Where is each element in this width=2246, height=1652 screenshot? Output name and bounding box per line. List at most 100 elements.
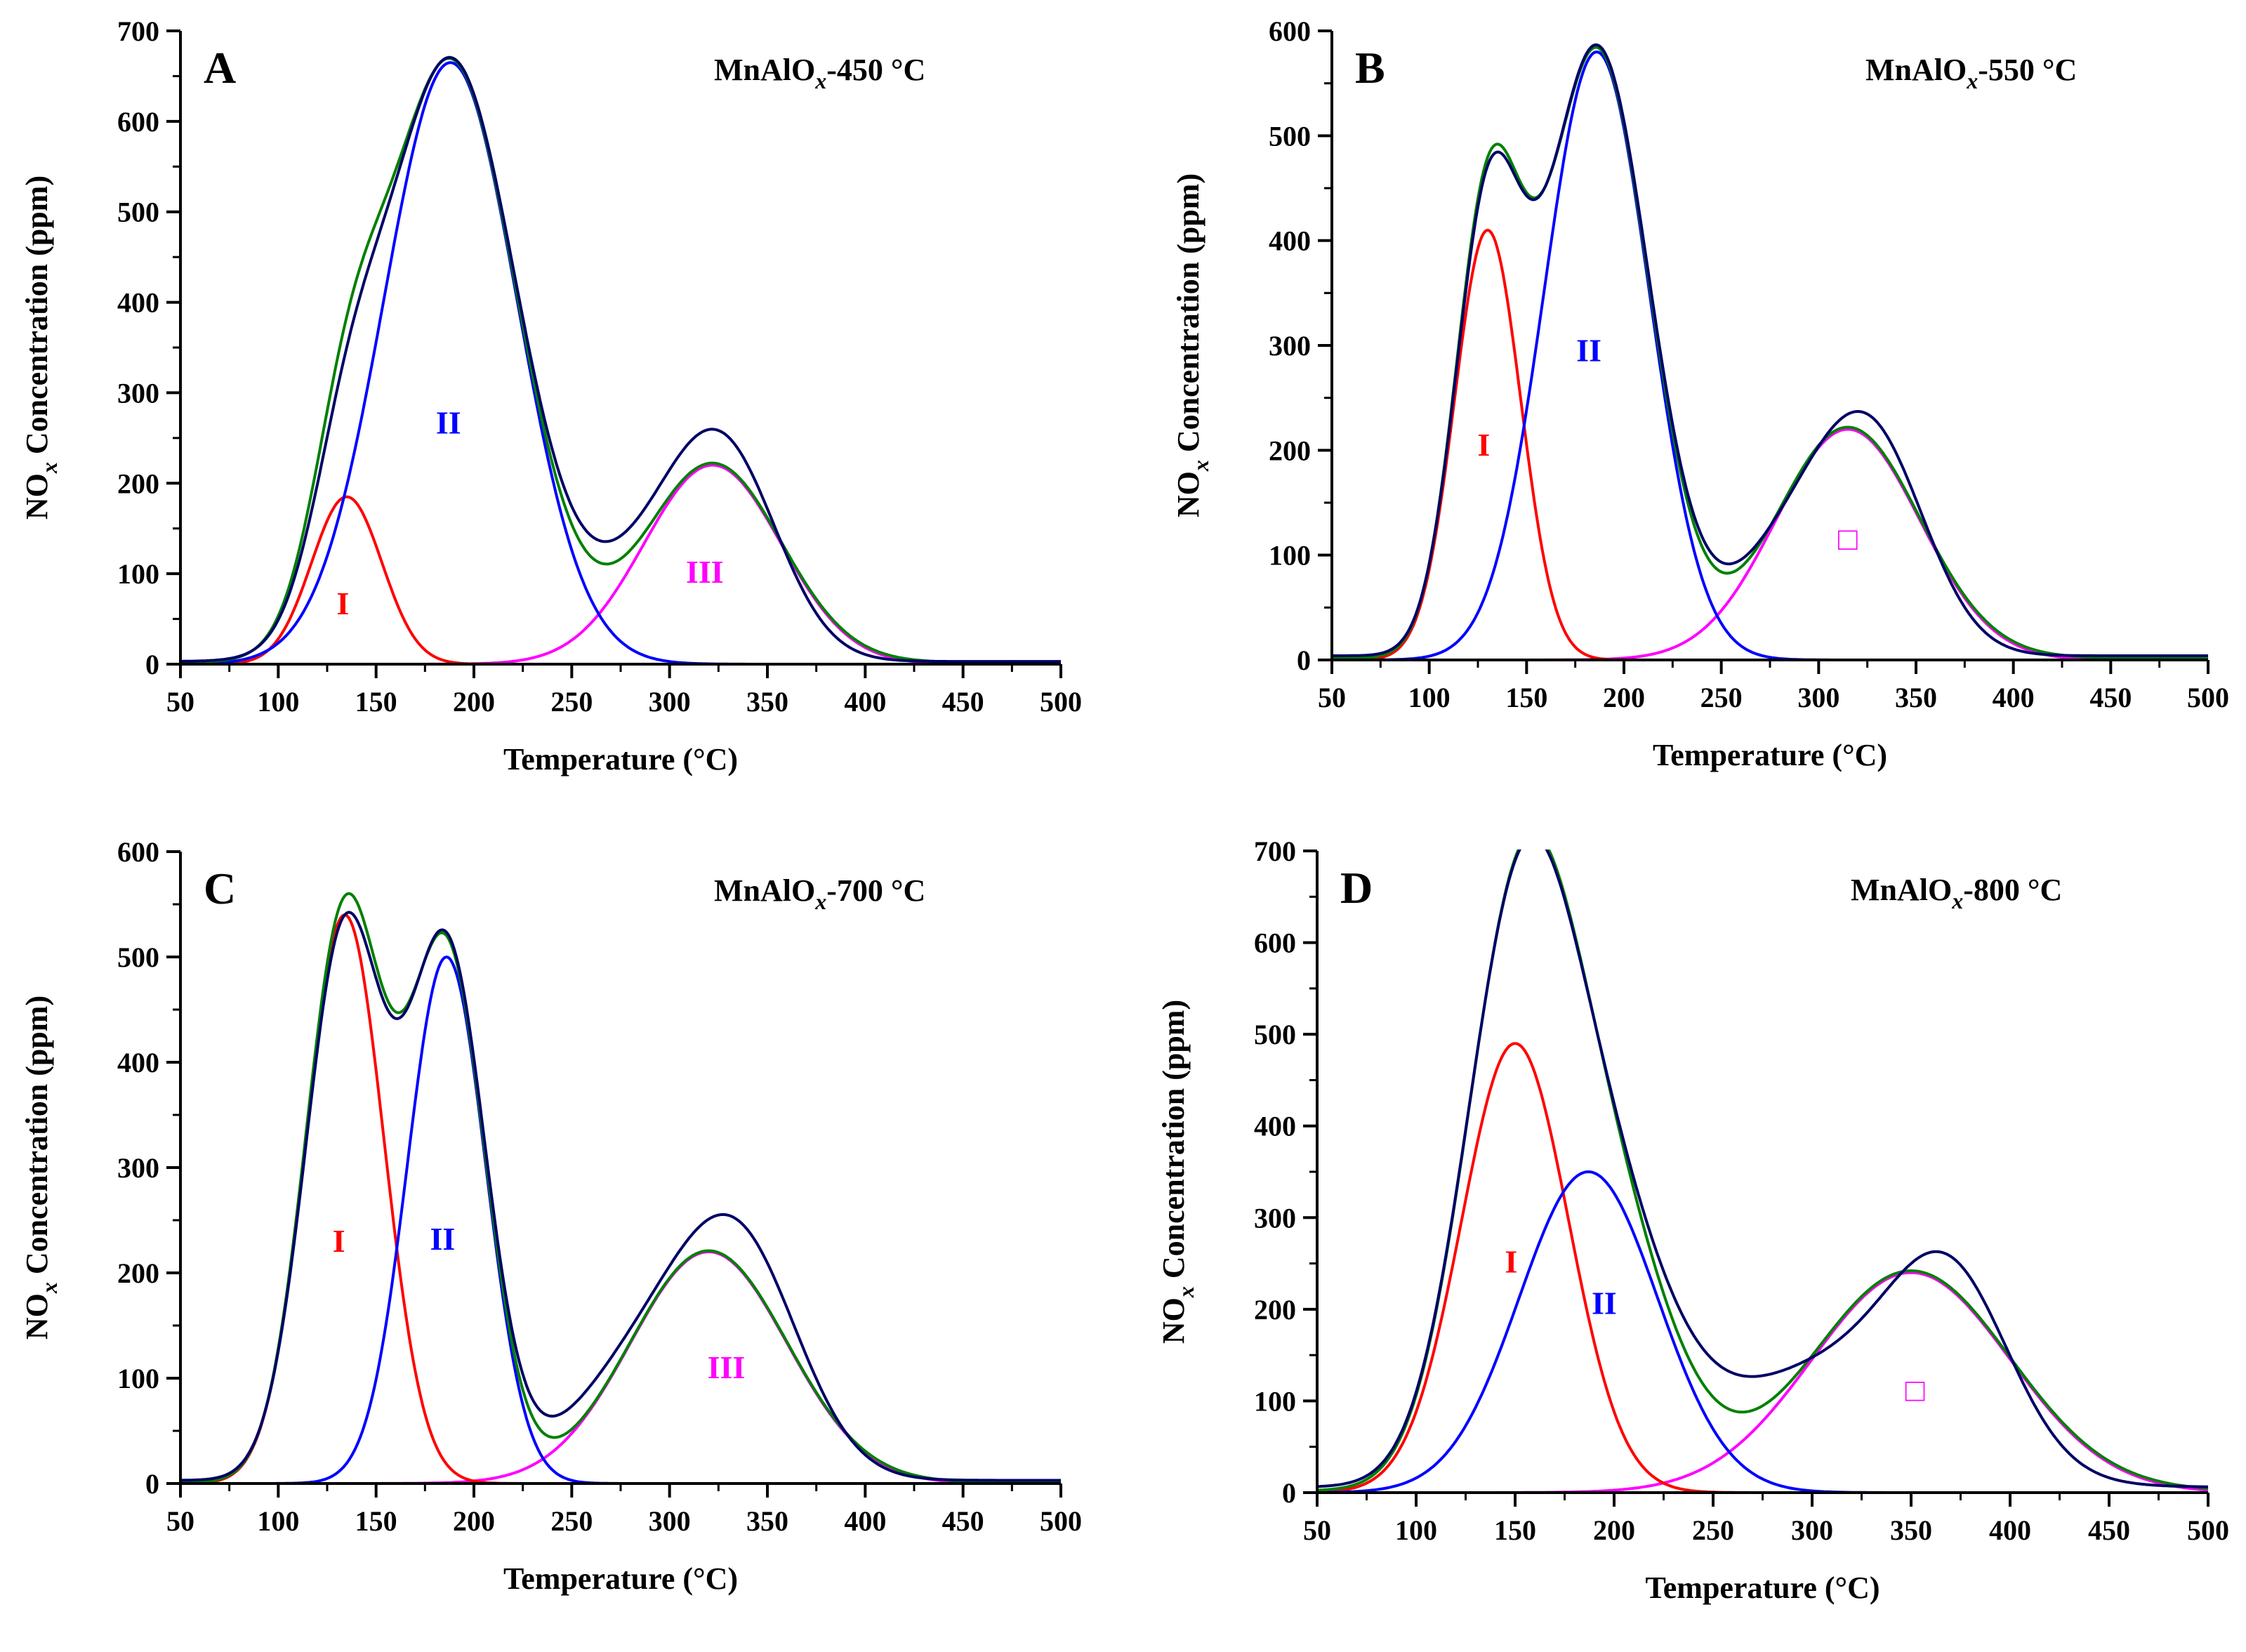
panel-a: 50 100 150 200 250 300 350 400 450 500 0 100 200 300 4… xyxy=(20,15,1082,777)
y-tick-label: 600 xyxy=(1254,927,1296,959)
x-tick-label: 250 xyxy=(1700,682,1743,713)
x-axis-title: Temperature (°C) xyxy=(503,742,738,777)
peak-label-ii: II xyxy=(1576,332,1601,368)
x-tick-label: 150 xyxy=(355,1505,397,1537)
peak-label-ii: II xyxy=(1592,1285,1617,1321)
series-peak-II xyxy=(180,956,1061,1485)
x-tick-label: 450 xyxy=(2089,682,2132,713)
x-tick-label: 300 xyxy=(1791,1514,1833,1546)
y-tick-label: 400 xyxy=(117,287,159,319)
x-tick-label: 500 xyxy=(1040,686,1082,718)
x-tick-label: 100 xyxy=(257,686,299,718)
x-tick-label: 200 xyxy=(1603,682,1645,713)
x-tick-label: 300 xyxy=(649,686,691,718)
y-tick-label: 0 xyxy=(1297,645,1311,676)
x-axis-title: Temperature (°C) xyxy=(1653,738,1887,772)
peak-label-ii: II xyxy=(430,1221,456,1257)
y-axis-title: NOx Concentration (ppm) xyxy=(20,996,62,1340)
series-fit-sum xyxy=(1317,850,2208,1492)
x-tick-label: 250 xyxy=(1692,1514,1734,1546)
curves xyxy=(180,55,1061,666)
y-tick-label: 100 xyxy=(1269,540,1311,571)
x-tick-label: 200 xyxy=(453,686,495,718)
x-tick-label: 100 xyxy=(257,1505,299,1537)
x-tick-label: 450 xyxy=(942,1505,984,1537)
panel-letter: A xyxy=(204,43,236,93)
panel-letter: D xyxy=(1340,863,1373,913)
x-tick-label: 350 xyxy=(746,686,788,718)
x-tick-label: 400 xyxy=(1993,682,2035,713)
x-tick-label: 450 xyxy=(2088,1514,2130,1546)
x-axis-title: Temperature (°C) xyxy=(1645,1571,1880,1605)
x-tick-label: 200 xyxy=(453,1505,495,1537)
peak-label-i: I xyxy=(333,1223,345,1259)
series-fit-sum xyxy=(1332,46,2208,659)
y-tick-label: 200 xyxy=(1254,1294,1296,1326)
series-experimental xyxy=(180,911,1061,1482)
y-tick-label: 500 xyxy=(117,941,159,973)
panel-d: 50 100 150 200 250 300 350 400 450 500 0 100 200 300 4… xyxy=(1156,835,2229,1605)
y-tick-label: 200 xyxy=(117,1257,159,1289)
series-fit-sum xyxy=(180,892,1061,1484)
sample-label: MnAlOx-550 °C xyxy=(1865,53,2077,93)
y-tick-label: 300 xyxy=(117,1152,159,1184)
x-tick-label: 400 xyxy=(844,1505,886,1537)
curves xyxy=(1317,850,2208,1494)
y-tick-label: 400 xyxy=(117,1047,159,1078)
peak-label-i: I xyxy=(1505,1244,1517,1280)
x-tick-label: 350 xyxy=(1895,682,1937,713)
peak-label-i: I xyxy=(336,586,349,621)
panel-letter: B xyxy=(1355,43,1385,93)
y-tick-label: 500 xyxy=(117,197,159,228)
sample-label: MnAlOx-700 °C xyxy=(714,873,925,914)
x-tick-label: 400 xyxy=(1989,1514,2031,1546)
series-experimental xyxy=(1317,850,2208,1488)
peak-label-iii: □ xyxy=(1905,1372,1925,1408)
y-tick-label: 100 xyxy=(1254,1385,1296,1417)
x-tick-label: 300 xyxy=(1797,682,1839,713)
x-tick-label: 350 xyxy=(746,1505,788,1537)
series-experimental xyxy=(1332,43,2208,657)
sample-label: MnAlOx-450 °C xyxy=(714,53,925,93)
series-peak-I xyxy=(180,495,1061,666)
x-axis-title: Temperature (°C) xyxy=(503,1561,738,1596)
y-axis-title: NOx Concentration (ppm) xyxy=(20,176,62,520)
x-tick-label: 150 xyxy=(355,686,397,718)
x-tick-label: 50 xyxy=(166,686,194,718)
series-peak-III xyxy=(180,1250,1061,1485)
x-tick-label: 350 xyxy=(1890,1514,1932,1546)
panel-b: 50 100 150 200 250 300 350 400 450 500 0 100 200 300 4… xyxy=(1171,15,2229,772)
x-tick-label: 150 xyxy=(1494,1514,1536,1546)
x-tick-label: 50 xyxy=(166,1505,194,1537)
y-tick-label: 600 xyxy=(1269,15,1311,47)
y-axis-title: NOx Concentration (ppm) xyxy=(1171,173,1213,517)
x-tick-label: 500 xyxy=(2187,682,2229,713)
series-peak-I xyxy=(180,913,1061,1485)
x-tick-label: 500 xyxy=(2187,1514,2229,1546)
peak-label-iii: III xyxy=(686,554,724,590)
y-tick-label: 600 xyxy=(117,106,159,138)
series-peak-II xyxy=(180,61,1061,666)
x-tick-label: 50 xyxy=(1303,1514,1331,1546)
peak-label-iii: III xyxy=(708,1349,746,1385)
y-tick-label: 500 xyxy=(1269,120,1311,152)
x-tick-label: 200 xyxy=(1593,1514,1635,1546)
series-fit-sum xyxy=(180,57,1061,664)
series-experimental xyxy=(180,55,1061,663)
y-tick-label: 100 xyxy=(117,1363,159,1394)
y-tick-label: 600 xyxy=(117,836,159,868)
x-tick-label: 250 xyxy=(550,686,593,718)
x-tick-label: 50 xyxy=(1318,682,1346,713)
y-tick-label: 400 xyxy=(1254,1111,1296,1142)
curves xyxy=(180,892,1061,1485)
curves xyxy=(1332,43,2208,661)
series-peak-III xyxy=(1332,428,2208,661)
x-tick-label: 450 xyxy=(942,686,984,718)
x-tick-label: 400 xyxy=(844,686,886,718)
series-peak-II xyxy=(1332,50,2208,661)
x-tick-label: 250 xyxy=(550,1505,593,1537)
y-tick-label: 300 xyxy=(117,377,159,409)
series-peak-I xyxy=(1317,1042,2208,1494)
